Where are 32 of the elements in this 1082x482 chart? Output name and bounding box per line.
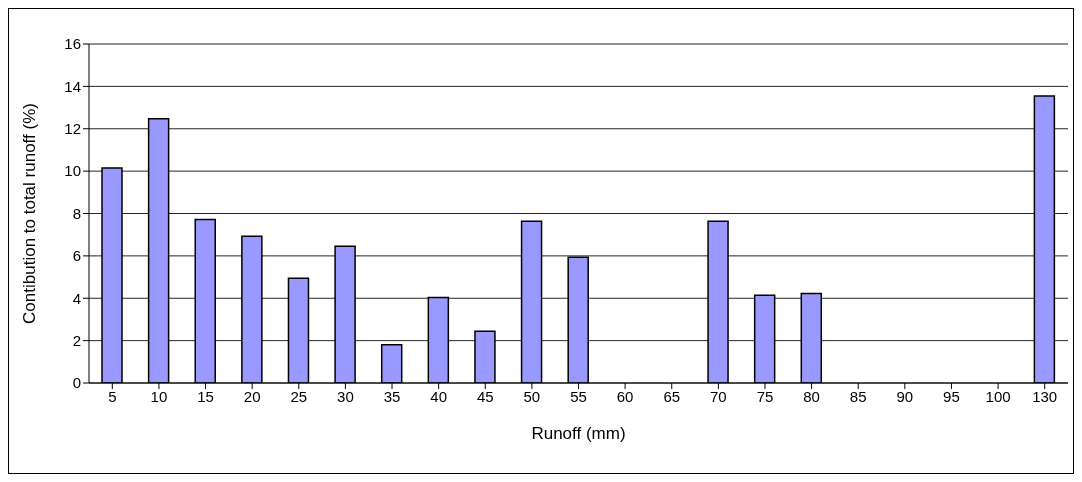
x-tick-label: 100 <box>985 387 1011 405</box>
x-tick-label: 45 <box>476 387 494 405</box>
y-tick-label: 0 <box>72 374 81 392</box>
y-tick-label: 8 <box>72 204 81 222</box>
x-tick-label: 55 <box>570 387 587 405</box>
x-tick-label: 10 <box>150 387 168 405</box>
x-tick-label: 80 <box>803 387 820 405</box>
x-tick-label: 70 <box>710 387 727 405</box>
y-axis-title: Contibution to total runoff (%) <box>20 103 40 324</box>
y-tick-label: 14 <box>64 77 81 95</box>
x-tick-label: 60 <box>616 387 634 405</box>
y-tick-label: 12 <box>64 120 81 138</box>
x-tick-label: 20 <box>243 387 261 405</box>
x-tick-label: 40 <box>430 387 447 405</box>
y-tick-label: 10 <box>64 162 81 180</box>
x-tick-label: 15 <box>197 387 214 405</box>
x-axis-title: Runoff (mm) <box>531 424 626 443</box>
x-tick-label: 75 <box>756 387 774 405</box>
x-tick-label: 65 <box>663 387 681 405</box>
y-tick-label: 16 <box>64 35 81 53</box>
x-tick-label: 50 <box>523 387 541 405</box>
x-tick-label: 130 <box>1032 387 1058 405</box>
x-tick-label: 5 <box>108 387 117 405</box>
x-tick-label: 25 <box>290 387 308 405</box>
y-tick-label: 4 <box>72 289 81 307</box>
y-tick-label: 6 <box>72 247 81 265</box>
x-tick-label: 30 <box>337 387 354 405</box>
x-tick-label: 95 <box>943 387 960 405</box>
y-tick-label: 2 <box>72 331 81 349</box>
x-tick-label: 90 <box>896 387 914 405</box>
x-tick-label: 85 <box>849 387 867 405</box>
x-tick-label: 35 <box>383 387 401 405</box>
